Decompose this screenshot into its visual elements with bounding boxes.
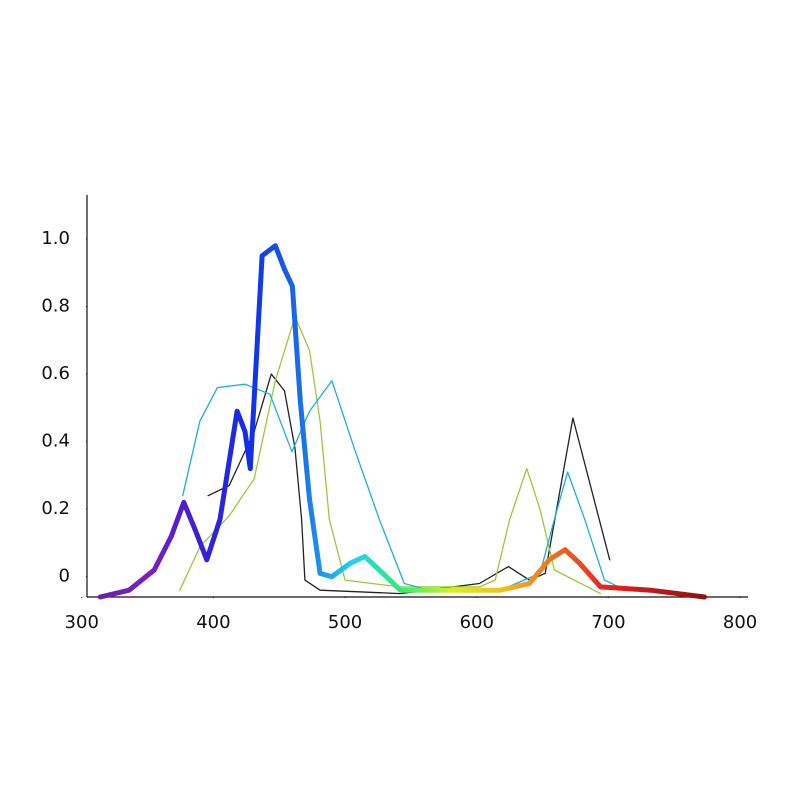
y-tick-label: 0 [59,566,70,587]
x-tick-label: 600 [460,612,494,633]
x-tick-label: 800 [723,612,757,633]
x-tick-label: 700 [591,612,625,633]
x-tick-label: 300 [65,612,99,633]
line [97,243,707,600]
y-tick-label: 0.2 [41,498,70,519]
line [182,380,627,591]
y-tick-label: 0.6 [41,363,70,384]
y-tick-label: 1.0 [41,228,70,249]
x-tick-label: 500 [328,612,362,633]
y-tick-label: 0.8 [41,295,70,316]
x-tick-label: 400 [196,612,230,633]
line [179,315,602,595]
y-tick-label: 0.4 [41,431,70,452]
